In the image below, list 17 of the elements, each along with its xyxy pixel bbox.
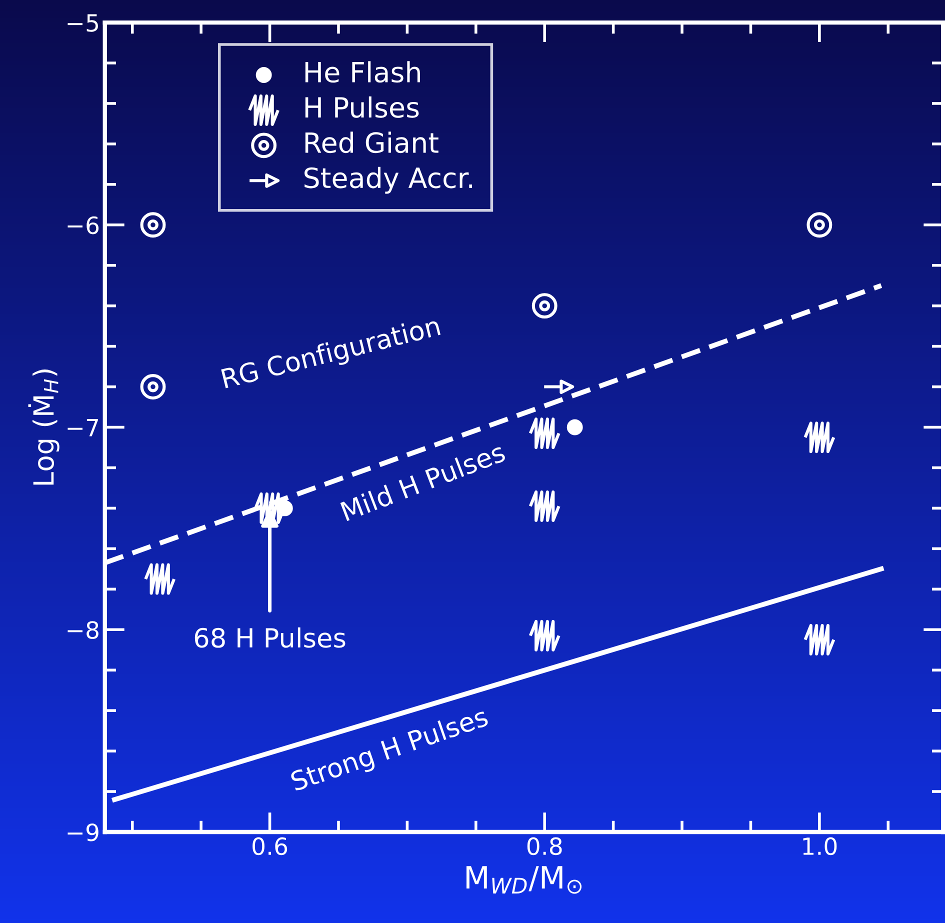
annotation: Mild H Pulses xyxy=(340,441,506,522)
annotation: Strong H Pulses xyxy=(290,706,491,796)
y-tick-label: −7 xyxy=(68,419,98,436)
x-tick-label: 0.8 xyxy=(527,837,562,856)
legend-label: Red Giant xyxy=(305,132,438,154)
x-axis-title: M$_{WD}$/M$_{⊙}$ xyxy=(466,866,582,894)
y-axis-title: Log (Ṁ$_{H}$) xyxy=(28,370,60,485)
y-tick-label: −6 xyxy=(68,216,99,234)
y-tick-label: −9 xyxy=(68,823,98,842)
y-tick-label: −5 xyxy=(68,14,98,32)
x-tick-label: 0.6 xyxy=(252,837,288,856)
legend-label: Steady Accr. xyxy=(304,166,472,194)
legend-label: He Flash xyxy=(305,61,420,83)
x-tick-label: 1.0 xyxy=(803,837,837,856)
annotation: 68 H Pulses xyxy=(194,627,346,648)
legend-label: H Pulses xyxy=(305,96,419,118)
y-tick-label: −8 xyxy=(68,621,98,639)
